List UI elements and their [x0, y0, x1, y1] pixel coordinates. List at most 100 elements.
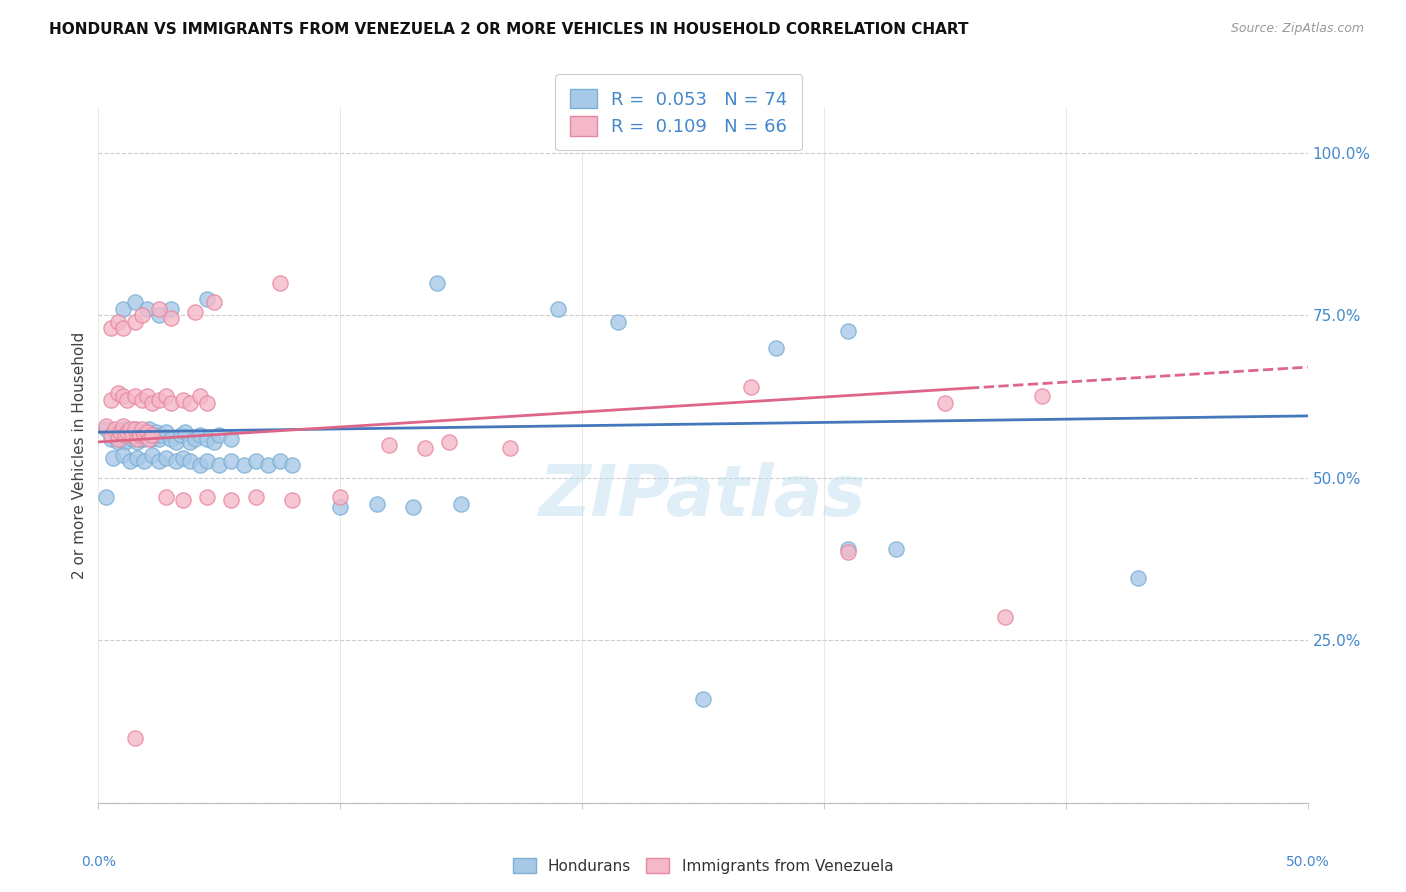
Point [174, 425, 197, 439]
Point [124, 315, 146, 329]
Point [934, 396, 956, 410]
Point [155, 451, 177, 466]
Point [547, 301, 569, 316]
Point [131, 308, 153, 322]
Point [128, 432, 150, 446]
Point [195, 292, 218, 306]
Point [208, 458, 231, 472]
Point [135, 301, 157, 316]
Text: 50.0%: 50.0% [1285, 855, 1330, 869]
Point [104, 422, 127, 436]
Point [148, 301, 170, 316]
Point [100, 392, 122, 407]
Point [118, 425, 141, 439]
Point [402, 500, 425, 514]
Point [208, 428, 231, 442]
Point [111, 321, 134, 335]
Point [127, 434, 149, 449]
Point [145, 425, 167, 439]
Point [114, 434, 136, 449]
Point [607, 315, 630, 329]
Point [195, 454, 218, 468]
Point [837, 542, 859, 557]
Point [138, 422, 160, 436]
Point [1031, 389, 1053, 403]
Point [188, 458, 211, 472]
Point [160, 301, 183, 316]
Point [141, 432, 163, 446]
Point [366, 497, 388, 511]
Point [765, 341, 787, 355]
Point [124, 422, 146, 436]
Point [160, 311, 183, 326]
Point [179, 434, 201, 449]
Point [172, 392, 194, 407]
Point [104, 425, 127, 439]
Point [221, 454, 243, 468]
Point [107, 315, 129, 329]
Point [179, 454, 201, 468]
Point [221, 493, 243, 508]
Point [498, 442, 520, 456]
Point [135, 428, 157, 442]
Point [94, 418, 117, 433]
Point [204, 295, 226, 310]
Text: HONDURAN VS IMMIGRANTS FROM VENEZUELA 2 OR MORE VEHICLES IN HOUSEHOLD CORRELATIO: HONDURAN VS IMMIGRANTS FROM VENEZUELA 2 … [49, 22, 969, 37]
Point [111, 418, 134, 433]
Point [155, 425, 177, 439]
Point [118, 454, 141, 468]
Point [150, 428, 173, 442]
Point [124, 422, 146, 436]
Point [138, 432, 160, 446]
Point [245, 490, 267, 504]
Point [221, 432, 243, 446]
Point [100, 321, 122, 335]
Point [450, 497, 472, 511]
Point [148, 454, 170, 468]
Point [269, 454, 291, 468]
Point [172, 451, 194, 466]
Point [329, 490, 352, 504]
Point [111, 389, 134, 403]
Point [124, 295, 146, 310]
Point [165, 454, 187, 468]
Point [131, 425, 153, 439]
Point [94, 422, 117, 436]
Point [155, 389, 177, 403]
Point [377, 438, 399, 452]
Point [837, 545, 859, 559]
Legend: Hondurans, Immigrants from Venezuela: Hondurans, Immigrants from Venezuela [506, 852, 900, 880]
Point [121, 428, 143, 442]
Point [994, 610, 1017, 624]
Point [195, 396, 218, 410]
Point [169, 428, 191, 442]
Point [886, 542, 908, 557]
Text: ZIPatlas: ZIPatlas [540, 462, 866, 531]
Point [127, 432, 149, 446]
Point [160, 396, 183, 410]
Point [155, 490, 177, 504]
Point [141, 448, 163, 462]
Point [127, 451, 149, 466]
Point [188, 428, 211, 442]
Point [100, 432, 122, 446]
Point [135, 425, 157, 439]
Point [117, 428, 139, 442]
Point [148, 432, 170, 446]
Point [128, 428, 150, 442]
Point [143, 428, 166, 442]
Point [111, 301, 134, 316]
Point [117, 392, 139, 407]
Point [100, 428, 122, 442]
Point [184, 305, 207, 319]
Point [179, 396, 201, 410]
Point [148, 308, 170, 322]
Text: 0.0%: 0.0% [82, 855, 115, 869]
Point [107, 432, 129, 446]
Point [195, 432, 218, 446]
Point [114, 428, 136, 442]
Point [426, 276, 449, 290]
Point [148, 392, 170, 407]
Point [107, 386, 129, 401]
Point [108, 428, 131, 442]
